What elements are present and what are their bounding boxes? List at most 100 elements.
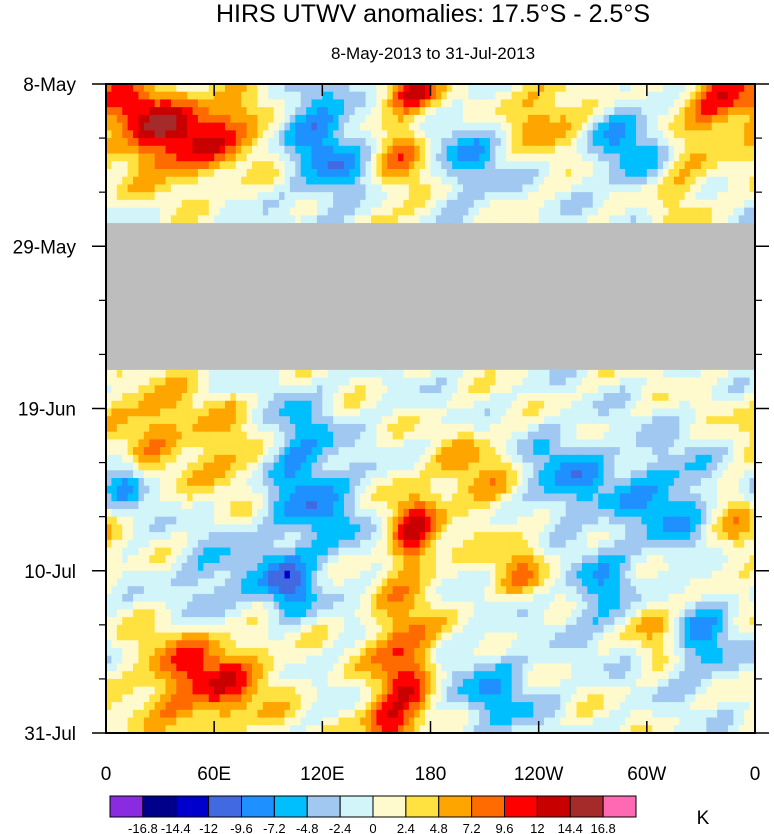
field-cell xyxy=(230,153,237,162)
field-cell xyxy=(630,84,637,93)
field-cell xyxy=(154,215,161,224)
field-cell xyxy=(468,99,475,108)
field-cell xyxy=(387,400,394,410)
field-cell xyxy=(333,138,340,147)
field-cell xyxy=(160,377,167,386)
field-cell xyxy=(663,176,670,186)
field-cell xyxy=(592,377,599,386)
field-cell xyxy=(489,122,496,131)
field-cell xyxy=(668,377,675,386)
field-cell xyxy=(289,369,296,379)
field-cell xyxy=(170,99,177,108)
field-cell xyxy=(500,153,507,162)
field-cell xyxy=(706,207,713,216)
field-cell xyxy=(506,176,513,186)
field-cell xyxy=(160,99,167,108)
field-cell xyxy=(387,91,394,101)
field-cell xyxy=(268,184,275,193)
field-cell xyxy=(279,377,286,386)
field-cell xyxy=(181,122,188,131)
field-cell xyxy=(365,400,372,410)
field-cell xyxy=(181,99,188,108)
field-cell xyxy=(430,168,437,178)
field-cell xyxy=(554,192,561,201)
field-cell xyxy=(695,122,702,131)
field-cell xyxy=(468,393,475,402)
field-cell xyxy=(257,176,264,186)
field-cell xyxy=(576,377,583,386)
field-cell xyxy=(608,369,615,379)
field-cell xyxy=(111,168,118,178)
field-cell xyxy=(673,138,680,147)
field-cell xyxy=(343,377,350,386)
field-cell xyxy=(414,114,421,124)
field-cell xyxy=(408,84,415,93)
field-cell xyxy=(538,99,545,108)
field-cell xyxy=(641,377,648,386)
field-cell xyxy=(398,215,405,224)
field-cell xyxy=(603,199,610,209)
field-cell xyxy=(149,168,156,178)
field-cell xyxy=(522,215,529,224)
field-cell xyxy=(630,91,637,101)
field-cell xyxy=(684,91,691,101)
field-cell xyxy=(576,122,583,131)
field-cell xyxy=(381,192,388,201)
field-cell xyxy=(690,393,697,402)
field-cell xyxy=(289,184,296,193)
field-cell xyxy=(684,114,691,124)
field-cell xyxy=(598,122,605,131)
field-cell xyxy=(106,192,113,201)
field-cell xyxy=(646,145,653,155)
field-cell xyxy=(560,107,567,116)
field-cell xyxy=(506,199,513,209)
field-cell xyxy=(468,400,475,410)
field-cell xyxy=(425,199,432,209)
field-cell xyxy=(241,138,248,147)
field-cell xyxy=(500,138,507,147)
anomaly-field xyxy=(106,84,756,734)
field-cell xyxy=(646,99,653,108)
field-cell xyxy=(408,130,415,139)
field-cell xyxy=(581,184,588,193)
field-cell xyxy=(143,138,150,147)
field-cell xyxy=(322,107,329,116)
field-cell xyxy=(549,114,556,124)
field-cell xyxy=(527,176,534,186)
field-cell xyxy=(392,199,399,209)
field-cell xyxy=(311,145,318,155)
field-cell xyxy=(722,130,729,139)
field-cell xyxy=(279,199,286,209)
field-cell xyxy=(744,107,751,116)
field-cell xyxy=(311,199,318,209)
field-cell xyxy=(127,369,134,379)
field-cell xyxy=(197,385,204,394)
field-cell xyxy=(625,192,632,201)
field-cell xyxy=(122,369,129,379)
field-cell xyxy=(203,138,210,147)
field-cell xyxy=(576,385,583,394)
field-cell xyxy=(517,199,524,209)
field-cell xyxy=(571,138,578,147)
field-cell xyxy=(279,385,286,394)
field-cell xyxy=(257,130,264,139)
field-cell xyxy=(333,377,340,386)
field-cell xyxy=(630,393,637,402)
field-cell xyxy=(479,91,486,101)
field-cell xyxy=(295,215,302,224)
field-cell xyxy=(511,145,518,155)
field-cell xyxy=(581,377,588,386)
field-cell xyxy=(138,400,145,410)
field-cell xyxy=(652,138,659,147)
field-cell xyxy=(598,192,605,201)
field-cell xyxy=(408,138,415,147)
field-cell xyxy=(544,192,551,201)
field-cell xyxy=(252,192,259,201)
field-cell xyxy=(554,207,561,216)
field-cell xyxy=(457,168,464,178)
field-cell xyxy=(473,400,480,410)
field-cell xyxy=(452,369,459,379)
field-cell xyxy=(441,400,448,410)
field-cell xyxy=(462,84,469,93)
field-cell xyxy=(333,145,340,155)
